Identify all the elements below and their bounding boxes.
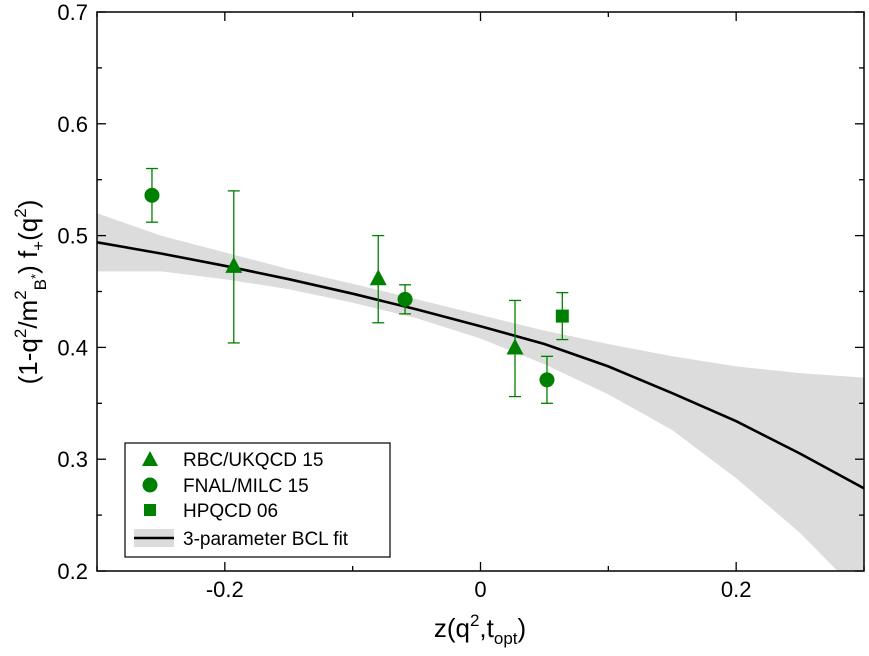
axis-ticks (96, 11, 865, 572)
x-tick-label: -0.2 (206, 577, 244, 602)
legend-label-hpqcd: HPQCD 06 (183, 501, 278, 522)
fit-band-layer (97, 213, 864, 571)
legend-triangle-marker (142, 451, 158, 466)
data-point-circle (539, 372, 555, 388)
y-tick-label: 0.5 (57, 224, 88, 249)
data-point-triangle (225, 256, 243, 273)
y-tick-label: 0.4 (57, 335, 88, 360)
legend-label-rbc-ukqcd: RBC/UKQCD 15 (183, 450, 323, 471)
legend: RBC/UKQCD 15 FNAL/MILC 15 HPQCD 06 3-par… (124, 442, 391, 558)
legend-circle-marker (142, 477, 158, 493)
data-point-circle (144, 187, 160, 203)
data-point-circle (397, 291, 413, 307)
fit-curve-layer (97, 241, 864, 490)
y-tick-label: 0.6 (57, 112, 88, 137)
x-tick-label: 0 (474, 577, 486, 602)
x-axis-title: z(q2,topt) (434, 611, 526, 648)
y-tick-label: 0.7 (57, 0, 88, 25)
y-tick-label: 0.3 (57, 447, 88, 472)
fit-curve (97, 241, 864, 490)
data-point-triangle (369, 269, 387, 286)
axis-tick-labels: -0.2 0 0.2 0.2 0.3 0.4 0.5 0.6 0.7 (57, 0, 751, 602)
x-tick-label: 0.2 (721, 577, 752, 602)
legend-square-marker (144, 504, 156, 516)
legend-label-fnal-milc: FNAL/MILC 15 (183, 476, 309, 497)
data-point-triangle (506, 338, 524, 355)
fit-error-band (97, 213, 864, 571)
data-point-square (555, 309, 569, 323)
y-axis-title: (1-q2/m2B*) f+(q2) (11, 200, 50, 385)
data-points-layer (144, 167, 569, 404)
legend-label-bcl-fit: 3-parameter BCL fit (183, 529, 349, 550)
y-tick-label: 0.2 (57, 559, 88, 584)
